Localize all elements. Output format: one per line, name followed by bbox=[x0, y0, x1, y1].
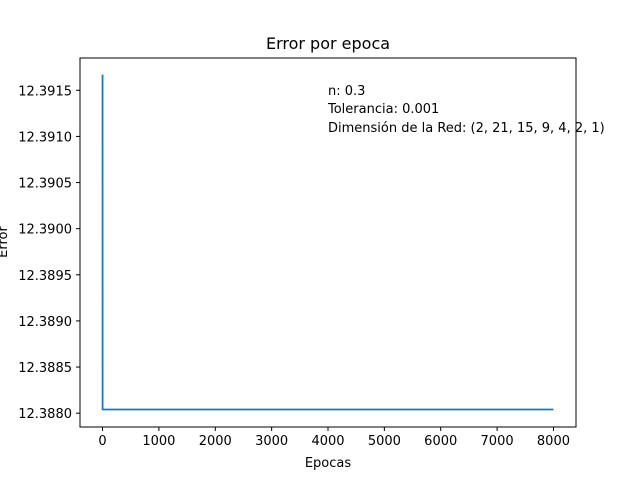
annotation-tolerance: Tolerancia: 0.001 bbox=[327, 102, 439, 117]
series-line-0 bbox=[101, 74, 554, 411]
y-tick-label-1: 12.3885 bbox=[18, 361, 72, 376]
annotation-box: n: 0.3 Tolerancia: 0.001 Dimensión de la… bbox=[327, 84, 605, 136]
y-tick-label-2: 12.3890 bbox=[18, 315, 72, 330]
y-axis-label: Error bbox=[0, 226, 11, 258]
x-tick-label-1: 1000 bbox=[142, 434, 175, 449]
x-tick-label-0: 0 bbox=[98, 434, 106, 449]
annotation-learning-rate: n: 0.3 bbox=[328, 84, 365, 99]
x-axis-label: Epocas bbox=[305, 456, 352, 471]
y-tick-label-4: 12.3900 bbox=[18, 223, 72, 238]
x-tick-label-3: 3000 bbox=[255, 434, 288, 449]
x-tick-label-7: 7000 bbox=[481, 434, 514, 449]
y-tick-label-5: 12.3905 bbox=[18, 177, 72, 192]
y-tick-label-3: 12.3895 bbox=[18, 269, 72, 284]
y-tick-label-0: 12.3880 bbox=[18, 407, 72, 422]
x-tick-label-5: 5000 bbox=[368, 434, 401, 449]
y-tick-label-6: 12.3910 bbox=[18, 130, 72, 145]
x-tick-label-6: 6000 bbox=[424, 434, 457, 449]
plot-area: 0 1000 2000 3000 4000 5000 6000 7000 8000 12.3880… bbox=[18, 57, 577, 449]
chart-title: Error por epoca bbox=[266, 34, 390, 53]
x-tick-label-8: 8000 bbox=[537, 434, 570, 449]
x-tick-label-4: 4000 bbox=[311, 434, 344, 449]
annotation-network-dimension: Dimensión de la Red: (2, 21, 15, 9, 4, 2… bbox=[328, 121, 605, 136]
x-tick-label-2: 2000 bbox=[199, 434, 232, 449]
y-tick-label-7: 12.3915 bbox=[18, 84, 72, 99]
